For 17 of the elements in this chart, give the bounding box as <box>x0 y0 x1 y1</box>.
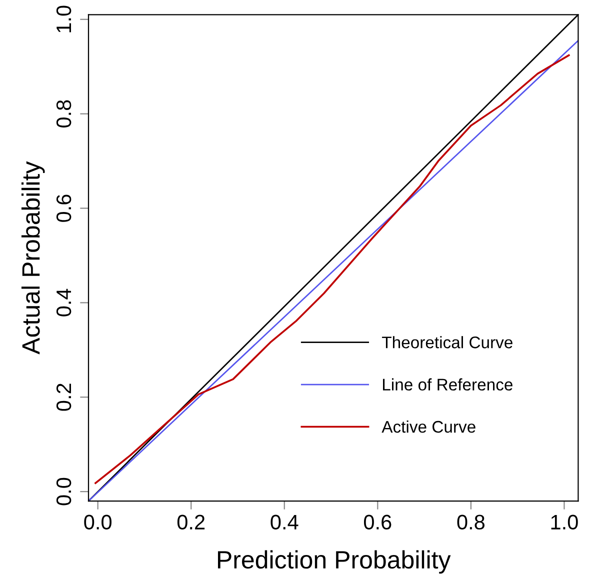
x-tick-label: 0.6 <box>364 514 392 530</box>
y-tick-label: 1.0 <box>56 6 72 32</box>
y-tick-label: 0.4 <box>56 288 72 316</box>
y-tick-label: 0.6 <box>56 194 72 222</box>
y-tick-label: 0.8 <box>56 100 72 128</box>
y-tick-label: 0.0 <box>56 478 72 506</box>
y-axis-title: Actual Probability <box>21 161 45 354</box>
x-tick-label: 1.0 <box>551 514 578 530</box>
legend-label: Active Curve <box>382 420 476 433</box>
y-tick-label: 0.2 <box>56 384 72 411</box>
x-tick-label: 0.4 <box>270 514 298 530</box>
x-tick-label: 0.0 <box>84 514 112 530</box>
legend-label: Theoretical Curve <box>382 336 512 348</box>
x-axis-title: Prediction Probability <box>218 550 451 574</box>
x-tick-label: 0.8 <box>457 514 485 530</box>
legend-label: Line of Reference <box>383 378 512 391</box>
x-tick-label: 0.2 <box>177 514 205 530</box>
